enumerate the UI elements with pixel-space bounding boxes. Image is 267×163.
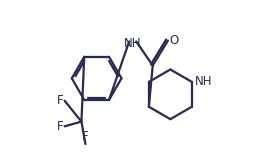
Text: NH: NH	[195, 75, 212, 88]
Text: F: F	[82, 130, 89, 143]
Text: O: O	[170, 34, 179, 47]
Text: F: F	[57, 94, 63, 107]
Text: NH: NH	[124, 37, 142, 50]
Text: F: F	[57, 120, 63, 133]
